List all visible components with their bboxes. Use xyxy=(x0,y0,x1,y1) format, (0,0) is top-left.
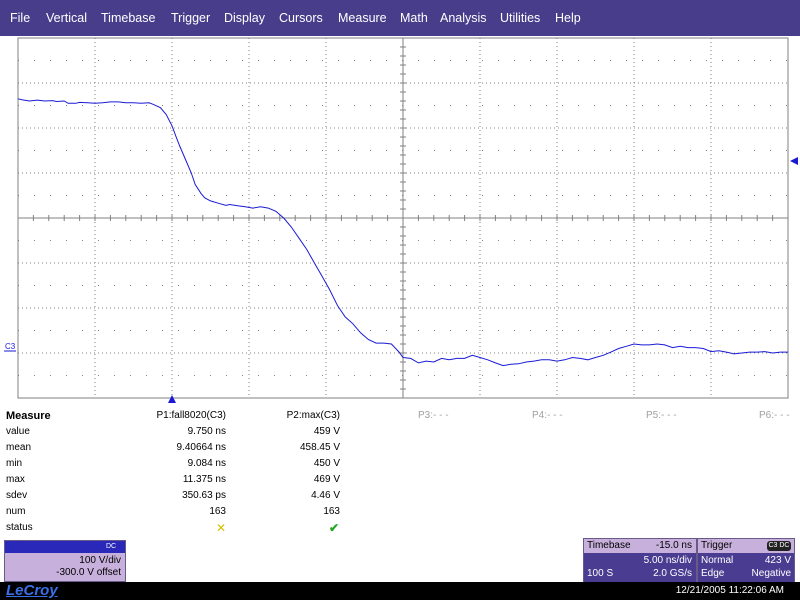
p3-header[interactable]: P3:- - - xyxy=(418,410,449,421)
date-time: 12/21/2005 11:22:06 AM xyxy=(675,585,784,596)
timebase-header: Timebase -15.0 ns xyxy=(584,539,696,553)
row-label-status: status xyxy=(6,522,33,533)
c3-descriptor-header: C3 DC xyxy=(5,541,125,553)
menu-bar: File Vertical Timebase Trigger Display C… xyxy=(0,0,800,36)
c3-waveform-trace xyxy=(17,98,788,367)
c3-channel-descriptor[interactable]: C3 DC 100 V/div -300.0 V offset xyxy=(4,540,126,582)
p2-min: 450 V xyxy=(313,458,340,469)
row-label-mean: mean xyxy=(6,442,32,453)
p2-max: 469 V xyxy=(313,474,340,485)
menu-vertical[interactable]: Vertical xyxy=(46,11,87,25)
p2-num: 163 xyxy=(323,506,340,517)
p1-max: 11.375 ns xyxy=(182,474,226,485)
timebase-label: Timebase xyxy=(587,540,631,551)
row-label-sdev: sdev xyxy=(6,490,28,501)
p1-sdev: 350.63 ps xyxy=(182,490,226,501)
trigger-details: Normal 423 V Edge Negative xyxy=(698,553,794,582)
menu-cursors[interactable]: Cursors xyxy=(279,11,323,25)
p2-sdev: 4.46 V xyxy=(311,490,340,501)
trigger-level-marker-icon[interactable] xyxy=(790,157,798,165)
menu-math[interactable]: Math xyxy=(400,11,428,25)
timebase-details: 5.00 ns/div 100 S 2.0 GS/s xyxy=(584,553,696,582)
menu-measure[interactable]: Measure xyxy=(338,11,387,25)
lecroy-logo: LeCroy xyxy=(6,582,58,599)
grid-lines xyxy=(17,37,789,399)
timebase-descriptor[interactable]: Timebase -15.0 ns 5.00 ns/div 100 S 2.0 … xyxy=(583,538,697,583)
p1-header[interactable]: P1:fall8020(C3) xyxy=(156,410,226,421)
menu-analysis[interactable]: Analysis xyxy=(440,11,487,25)
measure-table: Measure P1:fall8020(C3) P2:max(C3) P3:- … xyxy=(0,404,800,538)
p1-status-warning-icon: ✕ xyxy=(216,521,227,535)
row-label-min: min xyxy=(6,458,23,469)
trigger-type: Edge xyxy=(701,568,725,579)
p2-status-check-icon: ✔ xyxy=(329,521,340,535)
trigger-mode: Normal xyxy=(701,555,734,566)
menu-file[interactable]: File xyxy=(10,11,31,25)
trigger-position-marker-icon[interactable] xyxy=(168,395,176,403)
measure-title: Measure xyxy=(6,410,51,422)
p1-value: 9.750 ns xyxy=(187,426,226,437)
p1-mean: 9.40664 ns xyxy=(176,442,227,453)
menu-trigger[interactable]: Trigger xyxy=(171,11,211,25)
p1-num: 163 xyxy=(209,506,226,517)
row-label-num: num xyxy=(6,506,26,517)
waveform-grid[interactable]: C3 xyxy=(0,36,800,404)
menu-utilities[interactable]: Utilities xyxy=(500,11,541,25)
trigger-level: 423 V xyxy=(764,555,791,566)
trigger-descriptor[interactable]: Trigger C3 DC Normal 423 V Edge Negative xyxy=(697,538,795,583)
p6-header[interactable]: P6:- - - xyxy=(759,410,790,421)
c3-offset: -300.0 V offset xyxy=(56,567,121,578)
c3-coupling-badge: DC xyxy=(100,542,122,552)
menu-timebase[interactable]: Timebase xyxy=(101,11,156,25)
channel-marker-c3[interactable]: C3 xyxy=(5,342,16,351)
trigger-slope: Negative xyxy=(751,568,791,579)
p2-value: 459 V xyxy=(313,426,340,437)
c3-volts-per-div: 100 V/div xyxy=(79,555,121,566)
p5-header[interactable]: P5:- - - xyxy=(646,410,677,421)
timebase-samples: 100 S xyxy=(587,568,614,579)
timebase-per-div: 5.00 ns/div xyxy=(643,555,692,566)
timebase-delay: -15.0 ns xyxy=(655,540,692,551)
menu-display[interactable]: Display xyxy=(224,11,265,25)
p4-header[interactable]: P4:- - - xyxy=(532,410,563,421)
status-bar: LeCroy 12/21/2005 11:22:06 AM xyxy=(0,582,800,600)
p2-header[interactable]: P2:max(C3) xyxy=(286,410,340,421)
trigger-label: Trigger xyxy=(701,540,733,551)
trigger-source-badge: C3 DC xyxy=(767,541,791,551)
c3-descriptor-name: C3 xyxy=(8,541,21,552)
row-label-value: value xyxy=(6,426,30,437)
row-label-max: max xyxy=(6,474,25,485)
timebase-sample-rate: 2.0 GS/s xyxy=(653,568,692,579)
trigger-header: Trigger C3 DC xyxy=(698,539,794,553)
p2-mean: 458.45 V xyxy=(299,442,340,453)
menu-help[interactable]: Help xyxy=(555,11,581,25)
p1-min: 9.084 ns xyxy=(187,458,226,469)
